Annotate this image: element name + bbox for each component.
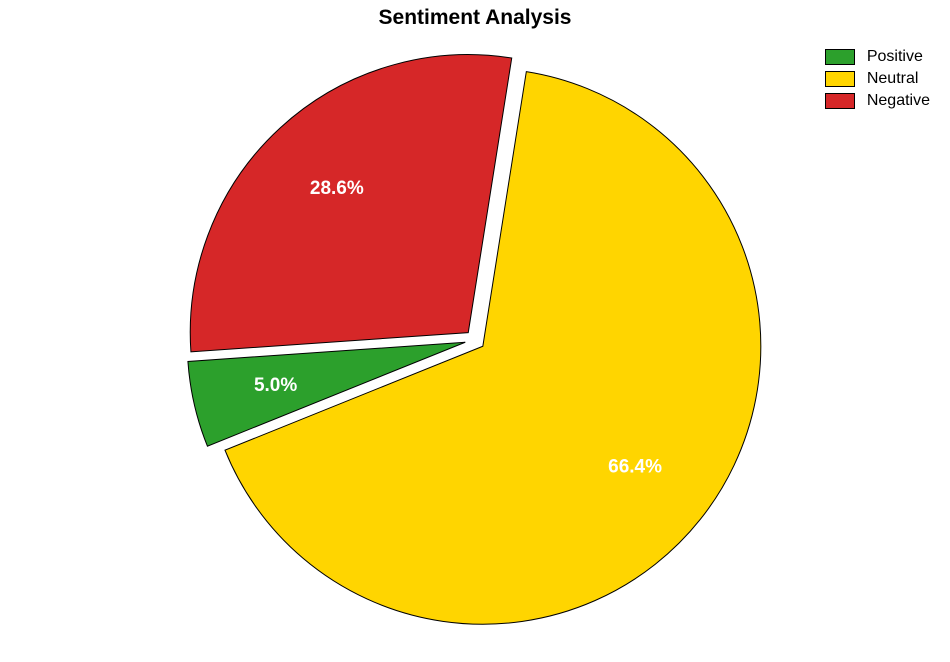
legend: Positive Neutral Negative — [825, 48, 930, 114]
legend-swatch — [825, 71, 855, 87]
legend-item-negative: Negative — [825, 92, 930, 110]
legend-label: Negative — [867, 92, 930, 110]
slice-label-positive: 5.0% — [254, 375, 297, 396]
pie-slice-negative — [190, 55, 511, 352]
slice-label-negative: 28.6% — [310, 178, 364, 199]
legend-label: Positive — [867, 48, 923, 66]
legend-label: Neutral — [867, 70, 919, 88]
slice-label-neutral: 66.4% — [608, 456, 662, 477]
chart-container: Sentiment Analysis 28.6%5.0%66.4% Positi… — [0, 0, 950, 662]
legend-swatch — [825, 93, 855, 109]
legend-swatch — [825, 49, 855, 65]
legend-item-neutral: Neutral — [825, 70, 930, 88]
legend-item-positive: Positive — [825, 48, 930, 66]
pie-chart: 28.6% 5.0% 66.4% — [0, 0, 950, 662]
